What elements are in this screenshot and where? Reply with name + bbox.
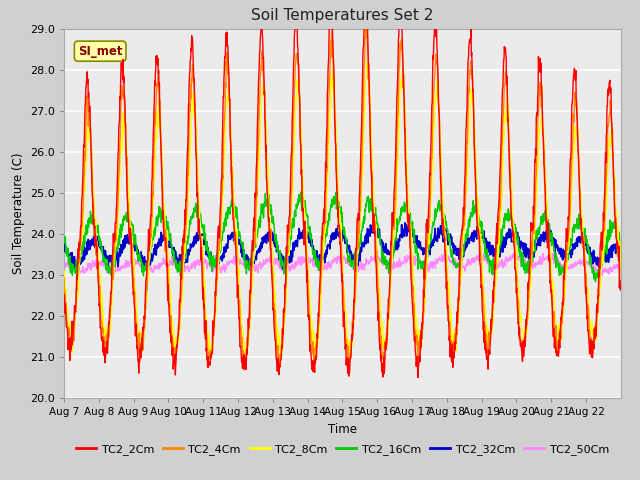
X-axis label: Time: Time	[328, 423, 357, 436]
Legend: TC2_2Cm, TC2_4Cm, TC2_8Cm, TC2_16Cm, TC2_32Cm, TC2_50Cm: TC2_2Cm, TC2_4Cm, TC2_8Cm, TC2_16Cm, TC2…	[72, 440, 613, 459]
Y-axis label: Soil Temperature (C): Soil Temperature (C)	[12, 153, 24, 275]
Title: Soil Temperatures Set 2: Soil Temperatures Set 2	[252, 9, 433, 24]
Text: SI_met: SI_met	[78, 45, 122, 58]
